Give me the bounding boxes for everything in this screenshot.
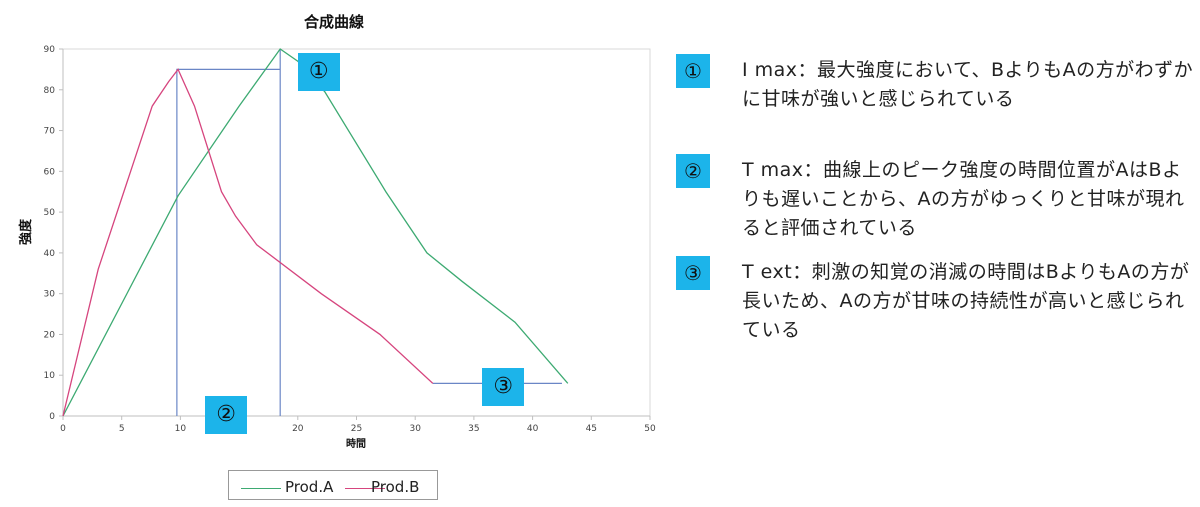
legend-swatch-prod-a [241,488,281,489]
plot-border [62,48,651,417]
series-line-prod-b [62,68,434,417]
y-tick-label: 40 [44,249,56,259]
note-text-tmax: T max：曲線上のピーク強度の時間位置がAはBよりも遅いことから、Aの方がゆっ… [742,159,1185,239]
y-tick-label: 80 [44,86,56,96]
y-tick-label: 70 [44,127,56,137]
y-tick-label: 90 [44,45,56,55]
x-axis-label: 時間 [346,437,366,450]
x-tick-label: 10 [175,424,187,434]
y-tick-label: 0 [49,412,55,422]
y-tick-label: 10 [44,371,56,381]
x-tick-label: 25 [351,424,362,434]
y-tick-label: 60 [44,167,56,177]
x-tick-label: 40 [527,424,539,434]
plot-frame [62,48,651,417]
legend-label-prod-b: Prod.B [371,478,420,496]
legend-label-prod-a: Prod.A [285,478,334,496]
series-line-prod-a [62,48,569,417]
chart-area: 合成曲線 05101520253035404550010203040506070… [18,13,656,500]
note-text-text: T ext：刺激の知覚の消滅の時間はBよりもAの方が長いため、Aの方が甘味の持続… [742,261,1190,341]
y-axis-label: 強度 [18,218,34,245]
reference-lines [176,49,562,416]
reference-line [176,68,281,416]
note-text-imax: I max：最大強度において、BよりもAの方がわずかに甘味が強いと感じられている [742,59,1194,110]
annotation-marker-1: ① [297,53,340,92]
annotation-marker-2: ② [205,396,248,434]
x-tick-label: 35 [468,424,479,434]
legend-swatch-prod-b [345,488,385,489]
series-lines [62,48,569,417]
chart-title: 合成曲線 [303,13,364,31]
y-tick-label: 30 [44,290,56,300]
x-tick-label: 30 [409,424,421,434]
axis-ticks: 051015202530354045500102030405060708090 [44,45,656,434]
x-tick-label: 45 [586,424,597,434]
y-tick-label: 20 [44,330,56,340]
chart-legend: Prod.A Prod.B [228,470,438,500]
note-badge-2: ② [676,154,710,188]
x-tick-label: 50 [644,424,656,434]
x-tick-label: 20 [292,424,304,434]
x-tick-label: 0 [60,424,66,434]
x-tick-label: 5 [119,424,125,434]
note-badge-3: ③ [676,256,710,290]
annotation-marker-3: ③ [482,368,525,407]
y-tick-label: 50 [44,208,56,218]
note-badge-1: ① [676,54,710,88]
